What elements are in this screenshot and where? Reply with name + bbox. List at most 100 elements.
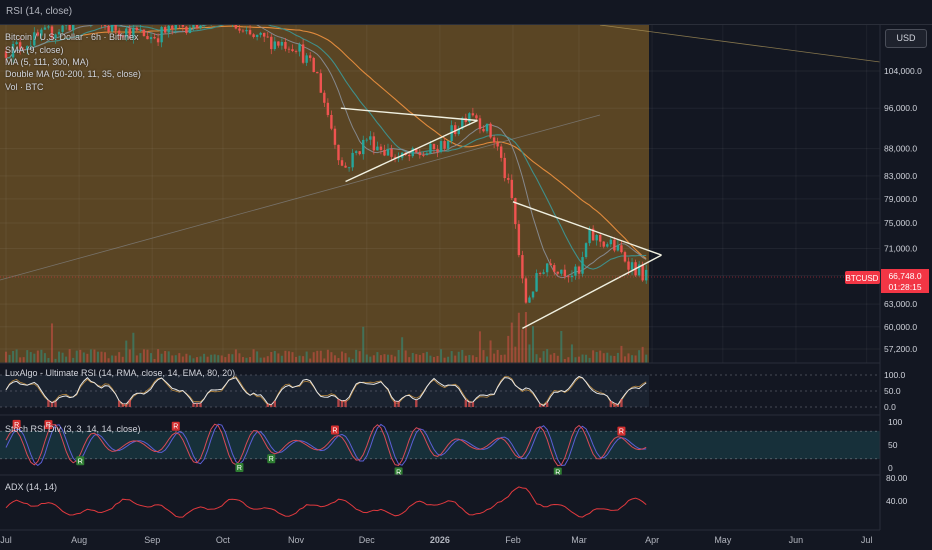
trendline[interactable] — [512, 201, 662, 256]
rsi-oversold-fill — [609, 400, 613, 407]
price-axis[interactable]: 104,000.0 96,000.0 88,000.0 83,000.0 79,000.… — [884, 66, 922, 506]
volume-bar — [256, 351, 259, 363]
candle-body — [386, 148, 390, 156]
volume-bar — [422, 353, 425, 363]
candle-body — [192, 25, 195, 28]
rsi-oversold-fill — [125, 404, 128, 407]
candle-body — [457, 128, 460, 135]
volume-bar — [602, 353, 605, 363]
candle-body — [521, 255, 524, 279]
volume-bar — [429, 355, 432, 363]
volume-bar — [326, 349, 329, 363]
ultimate-rsi-title[interactable]: LuxAlgo - Ultimate RSI (14, RMA, close, … — [5, 368, 236, 378]
candle-body — [90, 22, 92, 24]
volume-bar — [139, 353, 142, 363]
candle-body — [117, 30, 121, 36]
trendlines[interactable] — [340, 107, 662, 329]
volume-bar — [252, 349, 255, 363]
candle-body — [436, 149, 439, 152]
bullish-divergence-marker — [235, 463, 244, 473]
candle-body — [616, 245, 620, 251]
volume-bar — [415, 354, 418, 363]
candle-body — [68, 25, 71, 31]
candle-body — [241, 30, 245, 32]
price-tag-symbol: BTCUSD — [846, 274, 879, 283]
candle-body — [83, 20, 85, 21]
volume-bar — [496, 349, 499, 363]
candle-body — [545, 263, 549, 273]
volume-bar — [19, 357, 22, 363]
time-tick-label: Oct — [216, 535, 231, 545]
top-bar: RSI (14, close) — [0, 0, 932, 25]
volume-bar — [164, 350, 167, 363]
volume-bar — [245, 357, 248, 363]
candle-body — [79, 14, 81, 21]
candle-body — [439, 141, 443, 152]
volume-bar — [631, 355, 634, 363]
candle-body — [287, 48, 291, 50]
stoch-rsi-title[interactable]: Stoch RSI Div (3, 3, 14, 14, close) — [5, 424, 141, 434]
volume-bar — [510, 322, 513, 363]
candle-body — [489, 123, 492, 138]
candle-body — [415, 148, 418, 153]
rsi-oversold-fill — [397, 401, 400, 407]
volume-bar — [425, 351, 428, 363]
adx-tick-label: 80.00 — [886, 473, 908, 483]
candle-body — [599, 234, 602, 242]
stoch-tick-label: 0 — [888, 463, 893, 473]
trendline[interactable] — [340, 107, 478, 122]
candle-body — [528, 297, 531, 303]
adx-title[interactable]: ADX (14, 14) — [5, 482, 58, 492]
candle-body — [18, 42, 22, 50]
rsi-oversold-fill — [121, 403, 124, 407]
trendline[interactable] — [522, 254, 662, 329]
candle-body — [86, 20, 88, 23]
candle-body — [496, 142, 499, 147]
currency-button[interactable]: USD — [885, 29, 927, 48]
candle-body — [33, 32, 36, 46]
legend-indicator-4[interactable]: Vol · BTC — [5, 82, 44, 92]
volume-bar — [178, 353, 181, 363]
candle-body — [340, 160, 344, 166]
candle-body — [277, 41, 280, 46]
candle-body — [163, 27, 167, 33]
candle-body — [577, 266, 581, 274]
rsi-oversold-fill — [117, 400, 121, 407]
candle-body — [61, 25, 64, 32]
legend-indicator-2[interactable]: MA (5, 111, 300, MA) — [5, 57, 89, 67]
rsi-oversold-fill — [415, 400, 418, 407]
candle-body — [316, 72, 319, 74]
volume-bar — [323, 358, 326, 363]
candle-body — [114, 25, 117, 31]
legend-indicator-1[interactable]: SMA (9, close) — [5, 45, 64, 55]
candle-body — [4, 51, 8, 58]
legend-indicator-3[interactable]: Double MA (50-200, 11, 35, close) — [5, 69, 141, 79]
candle-body — [443, 141, 446, 149]
volume-bar — [12, 350, 15, 363]
candle-body — [280, 41, 284, 46]
time-axis[interactable]: Jul Aug Sep Oct Nov Dec 2026 Feb Mar Apr May Jun Jul — [0, 535, 872, 545]
candle-body — [376, 146, 379, 151]
candle-body — [347, 167, 351, 169]
volume-bar — [638, 350, 641, 363]
volume-bar — [333, 355, 336, 363]
volume-bar — [295, 356, 298, 363]
candle-body — [644, 269, 648, 281]
volume-bar — [599, 350, 602, 363]
candle-body — [100, 18, 102, 23]
candle-body — [305, 55, 308, 63]
volume-bars — [5, 312, 648, 363]
volume-bar — [270, 351, 273, 363]
trendline[interactable] — [345, 119, 478, 183]
top-indicator-title[interactable]: RSI (14, close) — [6, 6, 73, 17]
candle-body — [354, 151, 358, 153]
legend-main-title[interactable]: Bitcoin / U.S. Dollar · 6h · Bitfinex — [5, 32, 139, 42]
candle-body — [308, 55, 312, 58]
candle-body — [514, 198, 517, 225]
candle-body — [210, 20, 212, 21]
long-ma-line — [0, 114, 601, 281]
candle-body — [613, 239, 616, 251]
candle-body — [72, 25, 75, 31]
